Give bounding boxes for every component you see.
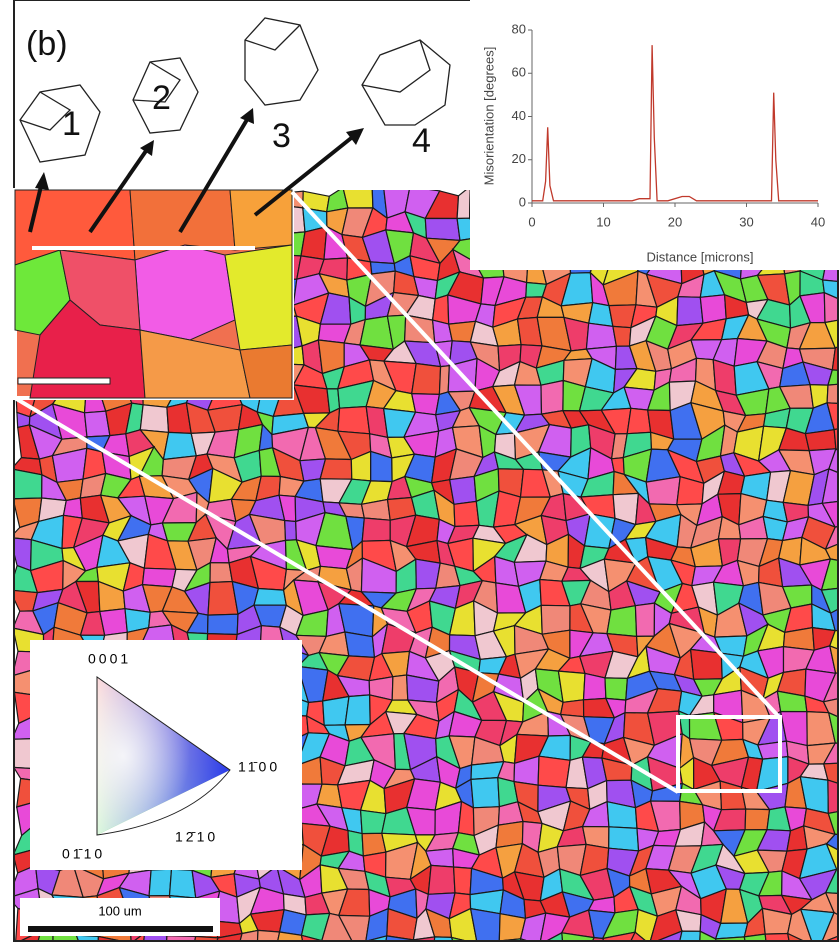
grain	[558, 671, 585, 702]
grain	[605, 678, 627, 700]
figure: (b) 1 2 3 4 Distance [microns] Misorient…	[0, 0, 839, 942]
color-key: 0001 11̄00 01̄10 12̄10	[30, 640, 302, 870]
key-label: 12̄10	[175, 829, 218, 845]
grain	[149, 869, 171, 896]
scale-bar	[18, 378, 110, 384]
grain	[285, 521, 297, 541]
y-tick-label: 40	[512, 108, 526, 123]
grain	[320, 459, 352, 479]
x-tick-label: 0	[528, 214, 535, 229]
grain	[677, 297, 703, 326]
grain	[454, 501, 479, 526]
grain	[607, 606, 637, 637]
grain	[805, 430, 836, 451]
scale-bar	[28, 926, 213, 932]
grain	[458, 802, 474, 836]
grain	[646, 477, 680, 505]
grain	[208, 614, 238, 634]
key-label: 0001	[88, 651, 131, 667]
zoom-inset	[15, 190, 292, 398]
map-scale-bar: 100 um	[20, 898, 220, 936]
y-tick-label: 60	[512, 65, 526, 80]
key-label: 01̄10	[62, 846, 105, 862]
grain	[609, 827, 639, 851]
grain	[454, 867, 472, 895]
grain	[450, 476, 477, 504]
grain	[392, 675, 408, 700]
crystal-label: 1	[62, 105, 81, 143]
y-tick-label: 20	[512, 151, 526, 166]
x-tick-label: 40	[811, 214, 825, 229]
key-label: 11̄00	[238, 759, 280, 775]
grain	[471, 778, 499, 808]
grain	[343, 187, 373, 208]
grain	[613, 326, 631, 346]
grain	[412, 394, 440, 415]
grain	[100, 609, 128, 636]
grain	[210, 563, 232, 583]
grain	[345, 632, 375, 657]
grain	[541, 381, 563, 415]
scale-label: 100 um	[98, 903, 141, 918]
crystal-label: 4	[412, 122, 431, 160]
grain	[433, 295, 449, 324]
grain	[170, 869, 196, 898]
grain	[140, 405, 168, 433]
crystal-label: 3	[272, 117, 291, 155]
y-axis-title: Misorientation [degrees]	[481, 47, 496, 186]
grain	[584, 673, 606, 699]
grain	[362, 518, 390, 541]
grain	[338, 407, 370, 434]
grain	[345, 695, 370, 725]
grain	[428, 865, 455, 894]
y-tick-label: 0	[519, 194, 526, 209]
x-axis-title: Distance [microns]	[647, 249, 754, 264]
grain	[561, 700, 584, 717]
grain	[541, 605, 570, 634]
grain	[691, 649, 723, 679]
grain	[538, 756, 570, 787]
grain	[301, 227, 327, 260]
grain	[12, 469, 42, 499]
grain	[627, 408, 651, 433]
grain	[635, 603, 654, 636]
grain	[64, 498, 83, 518]
x-tick-label: 20	[668, 214, 682, 229]
y-tick-label: 80	[512, 21, 526, 36]
grain	[425, 218, 460, 240]
grain	[254, 589, 286, 606]
misorientation-chart: Distance [microns] Misorientation [degre…	[470, 0, 839, 270]
grain	[586, 323, 616, 349]
crystal-label: 2	[152, 79, 171, 117]
grain	[143, 568, 176, 587]
panel-label: (b)	[26, 25, 68, 63]
grain	[758, 741, 788, 759]
grain	[230, 190, 292, 250]
grain	[412, 364, 441, 395]
x-tick-label: 30	[739, 214, 753, 229]
x-tick-label: 10	[596, 214, 610, 229]
grain	[745, 809, 770, 830]
grain	[135, 245, 235, 340]
